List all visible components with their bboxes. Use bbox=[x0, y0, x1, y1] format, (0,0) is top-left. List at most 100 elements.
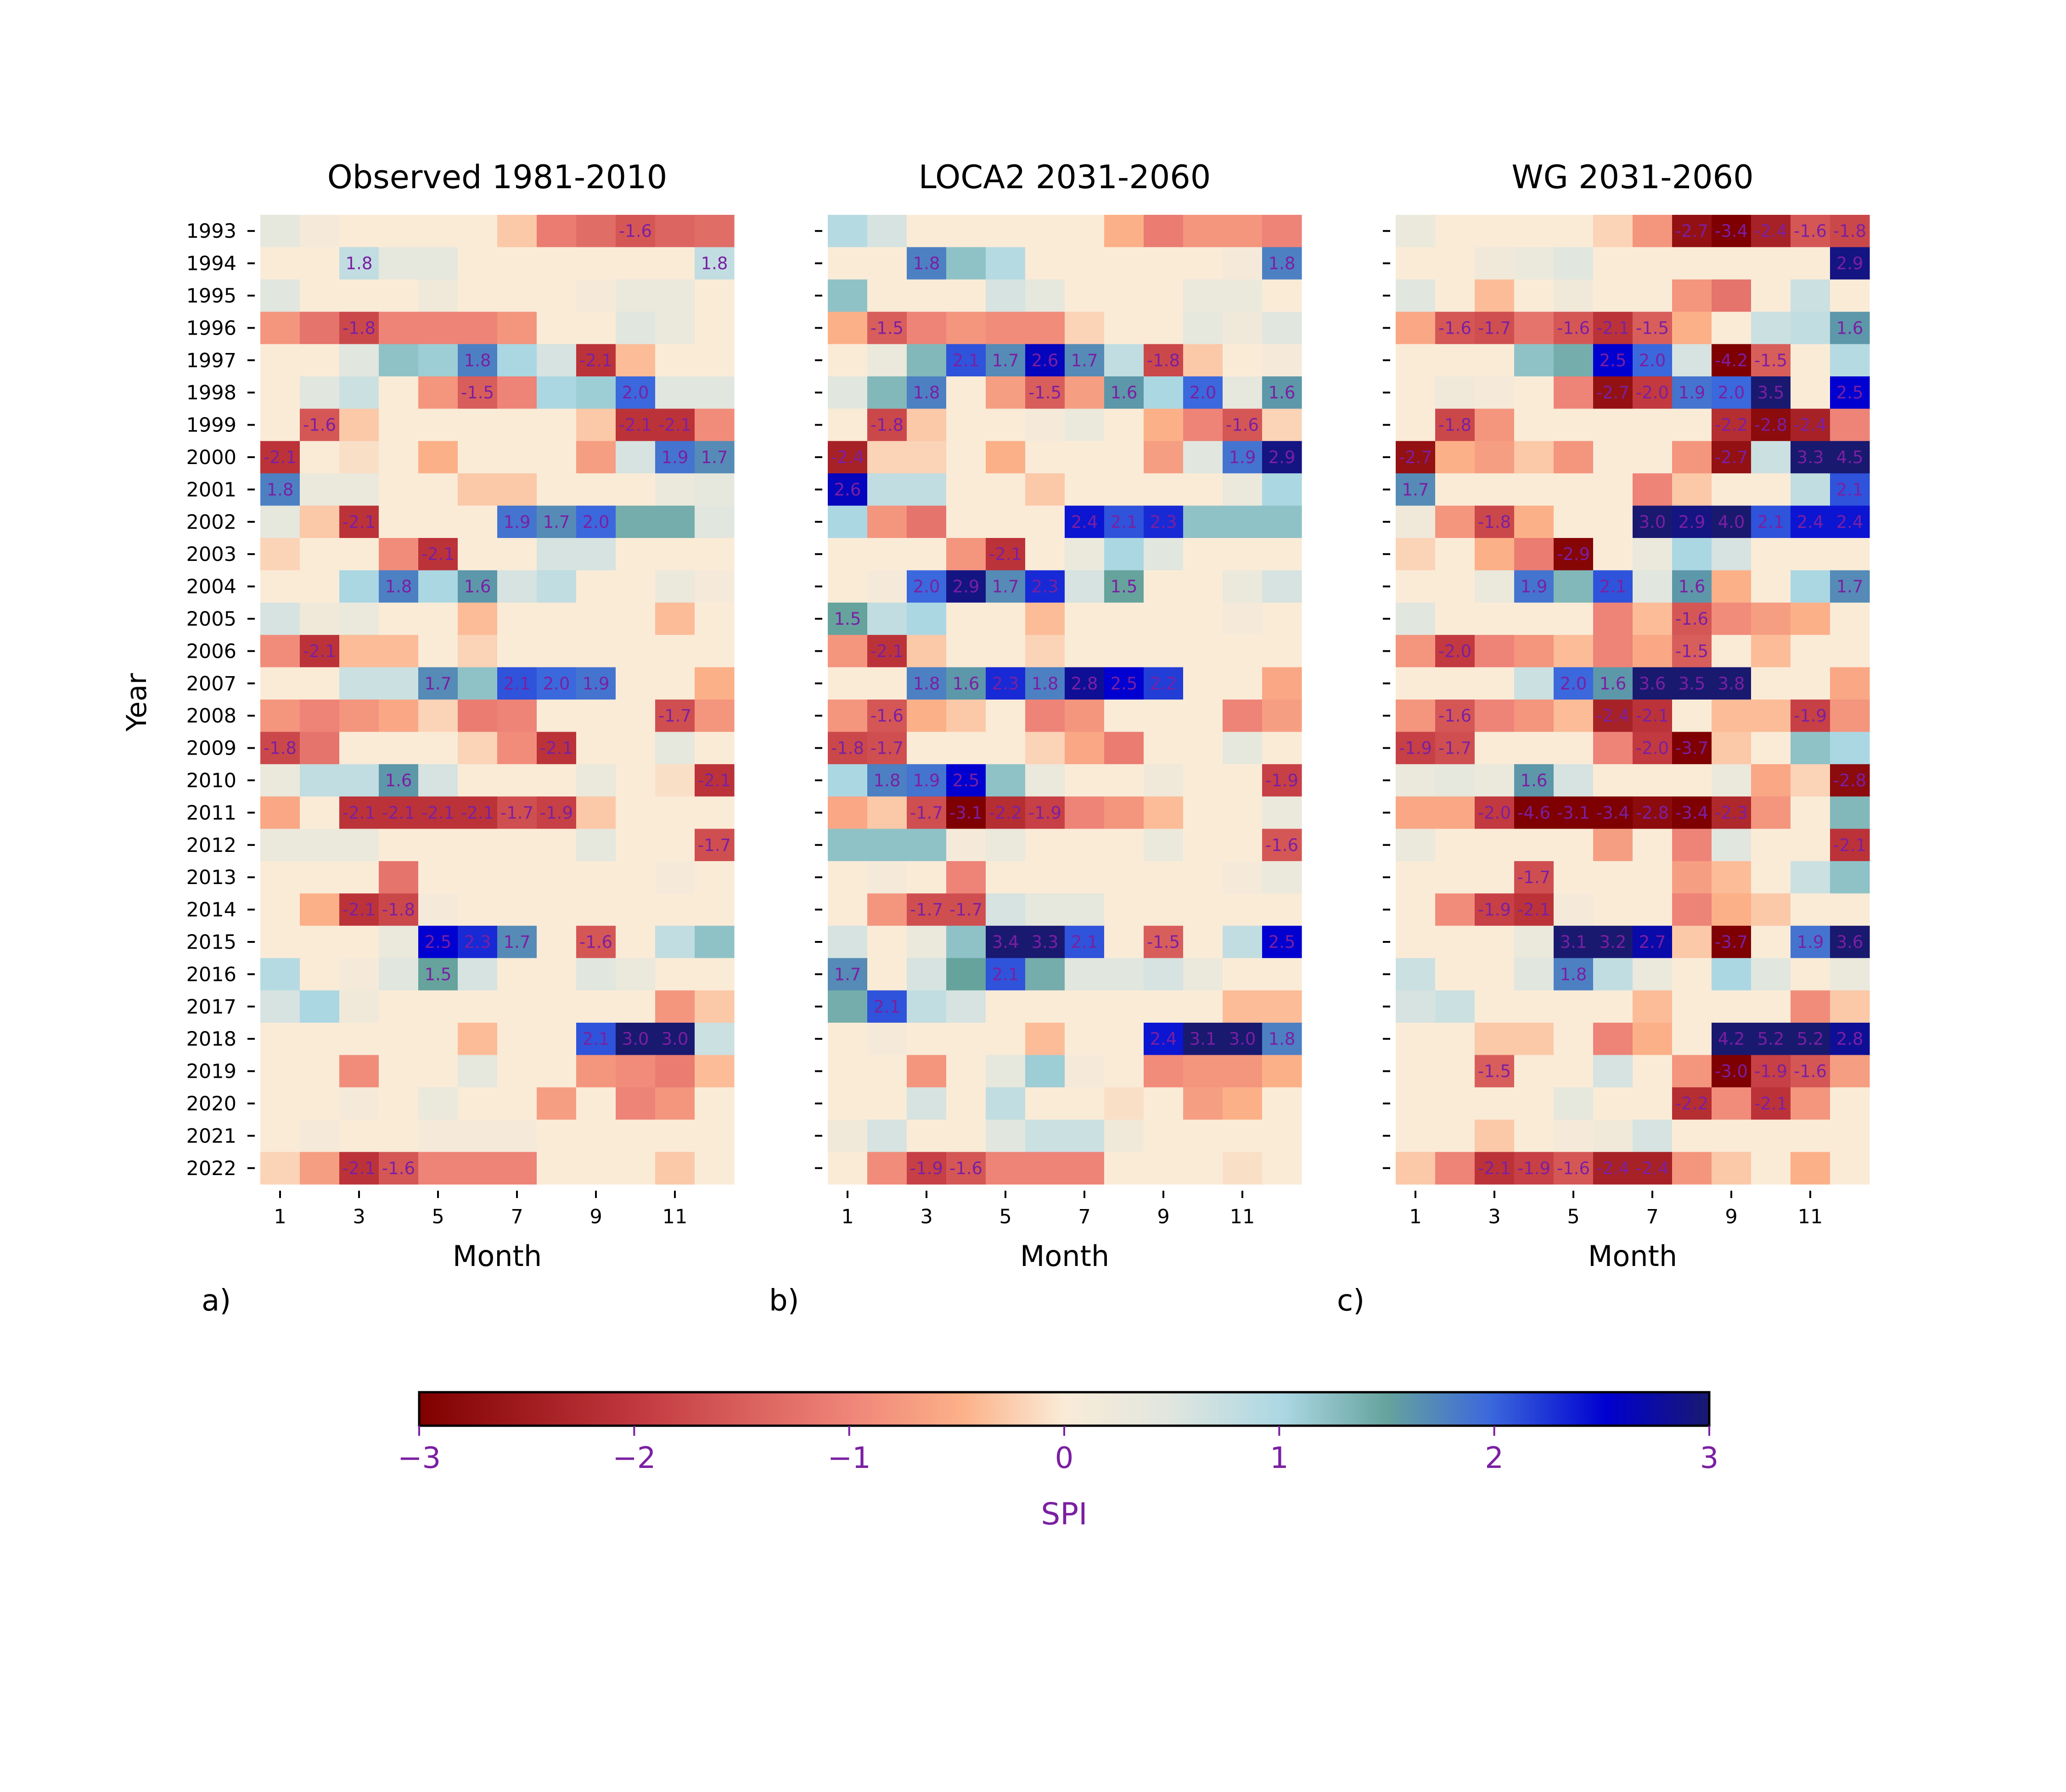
heatmap-cell bbox=[1475, 958, 1515, 991]
heatmap-cell bbox=[1712, 667, 1752, 700]
heatmap-cell bbox=[537, 861, 577, 894]
heatmap-cell bbox=[1144, 344, 1184, 377]
heatmap-cell bbox=[1065, 505, 1105, 538]
heatmap-cell bbox=[1396, 667, 1436, 700]
cell-annotation: 1.7 bbox=[992, 577, 1019, 597]
heatmap-cell bbox=[907, 344, 947, 377]
heatmap-cell bbox=[1751, 635, 1791, 668]
heatmap-cell bbox=[300, 925, 340, 958]
heatmap-cell bbox=[946, 732, 986, 765]
heatmap-cell bbox=[616, 1152, 656, 1185]
heatmap-cell bbox=[1514, 764, 1554, 797]
heatmap-cell bbox=[1554, 764, 1594, 797]
heatmap-cell bbox=[1475, 990, 1515, 1023]
heatmap-cell bbox=[1223, 635, 1263, 668]
heatmap-cell bbox=[616, 1120, 656, 1153]
heatmap-cell bbox=[1712, 1152, 1752, 1185]
cell-annotation: -1.7 bbox=[1517, 868, 1550, 887]
heatmap-cell bbox=[828, 1023, 868, 1055]
heatmap-cell bbox=[576, 958, 616, 991]
heatmap-cell bbox=[458, 667, 498, 700]
heatmap-cell bbox=[1396, 764, 1436, 797]
heatmap-cell bbox=[1183, 700, 1223, 732]
cell-annotation: 2.2 bbox=[1150, 674, 1177, 694]
heatmap-cell bbox=[828, 602, 868, 635]
heatmap-cell bbox=[946, 279, 986, 312]
heatmap-cell bbox=[655, 247, 695, 280]
cell-annotation: -2.1 bbox=[461, 803, 494, 823]
heatmap-cell bbox=[1104, 376, 1144, 409]
heatmap-cell bbox=[1791, 538, 1830, 571]
cell-annotation: -4.2 bbox=[1715, 351, 1748, 370]
heatmap-cell bbox=[828, 344, 868, 377]
heatmap-cell bbox=[1183, 1087, 1223, 1120]
heatmap-cell bbox=[1104, 473, 1144, 506]
heatmap-cell bbox=[986, 538, 1026, 571]
cell-annotation: -1.7 bbox=[1478, 318, 1511, 338]
heatmap-cell bbox=[695, 1023, 735, 1055]
heatmap-cell bbox=[828, 1152, 868, 1185]
heatmap-cell bbox=[1514, 1152, 1554, 1185]
heatmap-cell bbox=[1830, 538, 1870, 571]
heatmap-cell bbox=[1554, 1120, 1594, 1153]
heatmap-cell bbox=[1554, 441, 1594, 474]
heatmap-cell bbox=[1025, 861, 1065, 894]
heatmap-cell bbox=[946, 570, 986, 603]
heatmap-cell bbox=[1791, 312, 1830, 345]
heatmap-cell bbox=[497, 1023, 537, 1055]
heatmap-cell bbox=[379, 893, 419, 926]
heatmap-cell bbox=[616, 861, 656, 894]
heatmap-cell bbox=[907, 700, 947, 732]
panel-title: LOCA2 2031-2060 bbox=[919, 158, 1211, 196]
heatmap-cell bbox=[576, 1120, 616, 1153]
heatmap-cell bbox=[379, 667, 419, 700]
heatmap-cell bbox=[1435, 441, 1475, 474]
heatmap-cell bbox=[1065, 861, 1105, 894]
heatmap-cell bbox=[1065, 667, 1105, 700]
heatmap-cell bbox=[497, 764, 537, 797]
heatmap-cell bbox=[1223, 215, 1263, 247]
cell-annotation: -2.1 bbox=[342, 512, 376, 532]
heatmap-cell bbox=[497, 861, 537, 894]
y-tick-label: 1999 bbox=[186, 414, 236, 437]
cell-annotation: -1.7 bbox=[658, 706, 691, 726]
heatmap-cell bbox=[1025, 1152, 1065, 1185]
cell-annotation: 3.5 bbox=[1757, 383, 1785, 403]
heatmap-cell bbox=[1025, 1120, 1065, 1153]
heatmap-cell bbox=[946, 829, 986, 862]
cell-annotation: 2.3 bbox=[1150, 512, 1177, 532]
heatmap-cell bbox=[1435, 1055, 1475, 1088]
heatmap-cell bbox=[379, 925, 419, 958]
heatmap-cell bbox=[260, 538, 300, 571]
heatmap-cell bbox=[655, 861, 695, 894]
heatmap-cell bbox=[418, 764, 458, 797]
heatmap-cell bbox=[1514, 958, 1554, 991]
heatmap-cell bbox=[339, 1120, 379, 1153]
heatmap-cell bbox=[946, 635, 986, 668]
heatmap-cell bbox=[1712, 732, 1752, 765]
heatmap-cell bbox=[946, 376, 986, 409]
cell-annotation: 1.5 bbox=[425, 964, 452, 984]
heatmap-cell bbox=[1183, 376, 1223, 409]
heatmap-cell bbox=[1633, 732, 1673, 765]
heatmap-cell bbox=[1104, 700, 1144, 732]
heatmap-cell bbox=[1830, 1152, 1870, 1185]
heatmap-cell bbox=[828, 279, 868, 312]
cell-annotation: -1.9 bbox=[1754, 1062, 1787, 1081]
heatmap-cell bbox=[1396, 700, 1436, 732]
heatmap-cell bbox=[1554, 861, 1594, 894]
heatmap-cell bbox=[1144, 538, 1184, 571]
heatmap-cell bbox=[986, 990, 1026, 1023]
heatmap-cell bbox=[1751, 958, 1791, 991]
heatmap-cell bbox=[655, 700, 695, 732]
heatmap-cell bbox=[1435, 409, 1475, 442]
heatmap-cell bbox=[537, 990, 577, 1023]
heatmap-cell bbox=[1104, 990, 1144, 1023]
heatmap-cell bbox=[1396, 1087, 1436, 1120]
heatmap-cell bbox=[1712, 344, 1752, 377]
heatmap-cell bbox=[537, 376, 577, 409]
cell-annotation: 2.3 bbox=[992, 674, 1019, 694]
cell-annotation: 1.8 bbox=[1269, 1029, 1296, 1049]
heatmap-cell bbox=[576, 861, 616, 894]
heatmap-cell bbox=[1554, 344, 1594, 377]
